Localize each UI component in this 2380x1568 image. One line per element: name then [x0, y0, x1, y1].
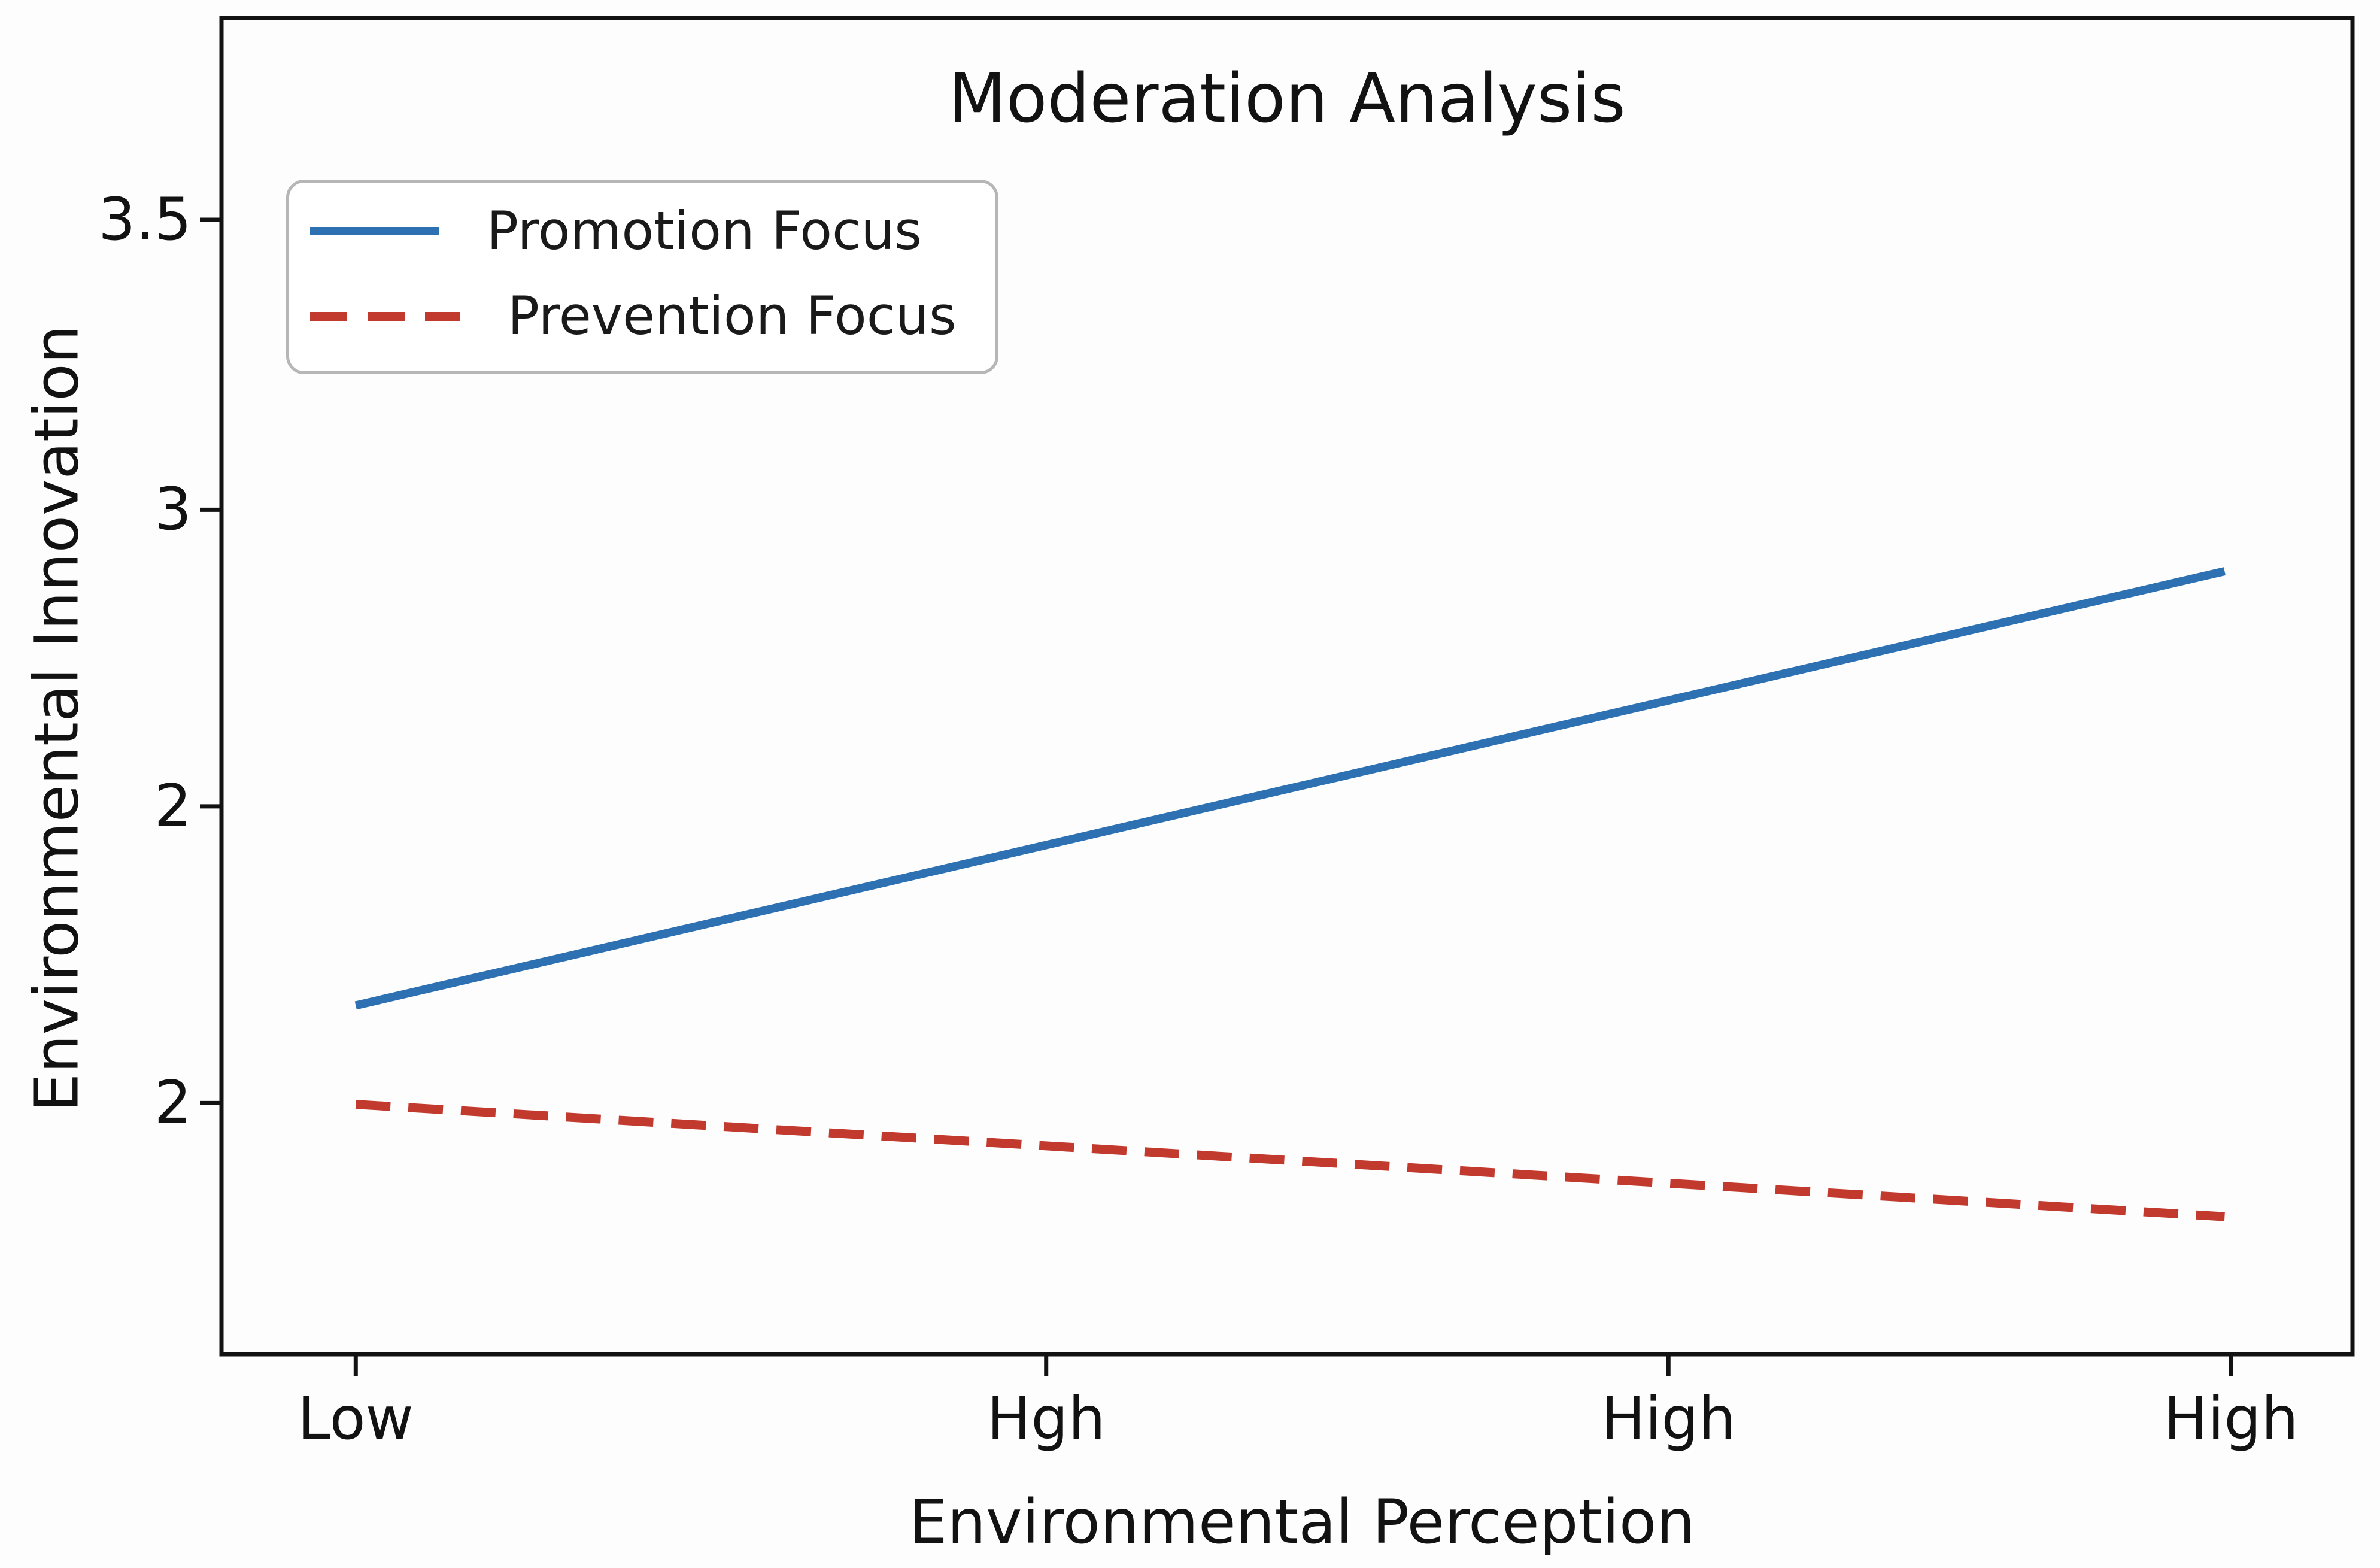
x-tick-label: Low: [298, 1385, 414, 1453]
tick-marks: [200, 217, 2233, 1376]
x-tick-label: Hgh: [986, 1385, 1106, 1453]
chart-title: Moderation Analysis: [948, 60, 1626, 138]
prevention-focus-line: [355, 1100, 2225, 1221]
legend: Promotion Focus Prevention Focus: [286, 180, 998, 374]
promotion-line-swatch: [310, 227, 439, 235]
axes-border: [219, 16, 2355, 1357]
x-tick-label: High: [1601, 1385, 1736, 1453]
y-tick-label: 2: [154, 1069, 192, 1138]
legend-label-promotion: Promotion Focus: [487, 200, 922, 262]
legend-item-promotion: Promotion Focus: [310, 198, 922, 264]
y-axis-label: Environmental Innovation: [21, 324, 93, 1112]
promotion-focus-line: [354, 567, 2226, 1010]
legend-label-prevention: Prevention Focus: [508, 285, 957, 347]
x-axis-label: Environmental Perception: [909, 1487, 1695, 1558]
x-tick-label: High: [2163, 1385, 2299, 1453]
prevention-line-swatch: [310, 311, 460, 321]
y-tick-label: 2: [154, 772, 192, 841]
y-tick-label: 3: [154, 475, 192, 544]
legend-item-prevention: Prevention Focus: [310, 283, 957, 349]
y-tick-label: 3.5: [98, 186, 192, 254]
